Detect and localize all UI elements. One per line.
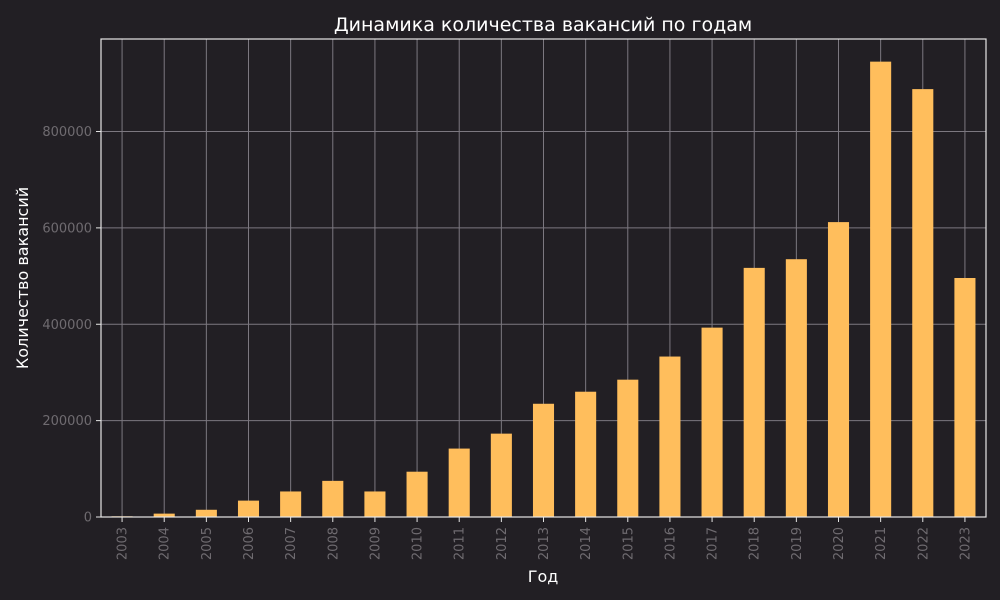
x-tick-label: 2018 — [748, 527, 763, 560]
bar-2019 — [785, 259, 807, 517]
x-tick-label: 2023 — [958, 527, 973, 560]
bars — [111, 61, 976, 517]
y-axis-ticks: 0 200000 400000 600000 800000 — [42, 125, 101, 526]
y-tick-label: 600000 — [42, 221, 92, 236]
bar-2015 — [617, 379, 639, 517]
bar-2011 — [448, 448, 470, 517]
x-tick-label: 2008 — [326, 527, 341, 560]
bar-2021 — [870, 61, 892, 517]
x-tick-label: 2007 — [284, 527, 299, 560]
bar-2016 — [659, 356, 681, 517]
bar-2004 — [153, 513, 175, 517]
bar-2005 — [195, 509, 217, 517]
x-tick-label: 2005 — [200, 527, 215, 560]
x-tick-label: 2011 — [453, 527, 468, 560]
x-tick-label: 2003 — [116, 527, 131, 560]
bar-2018 — [743, 267, 765, 517]
x-tick-label: 2013 — [537, 527, 552, 560]
x-tick-label: 2004 — [158, 527, 173, 560]
x-tick-label: 2022 — [916, 527, 931, 560]
y-tick-label: 0 — [84, 511, 92, 526]
x-axis-ticks: 2003 2004 2005 2006 2007 2008 2009 2010 2011 2012… — [116, 517, 973, 560]
x-tick-label: 2015 — [621, 527, 636, 560]
x-tick-label: 2020 — [832, 527, 847, 560]
x-axis-label: Год — [528, 567, 559, 586]
bar-2020 — [827, 222, 850, 517]
x-tick-label: 2021 — [874, 527, 889, 560]
y-tick-label: 200000 — [42, 414, 92, 429]
bar-2022 — [912, 89, 934, 517]
y-tick-label: 800000 — [42, 125, 92, 140]
bar-2008 — [322, 480, 344, 517]
x-tick-label: 2010 — [411, 527, 426, 560]
x-tick-label: 2014 — [579, 527, 594, 560]
y-axis-label: Количество вакансий — [13, 187, 32, 369]
y-tick-label: 400000 — [42, 318, 92, 333]
bar-2013 — [532, 403, 555, 517]
x-tick-label: 2016 — [663, 527, 678, 560]
bar-2009 — [364, 491, 386, 517]
bar-2014 — [575, 391, 597, 517]
bar-2023 — [954, 278, 976, 517]
x-tick-label: 2009 — [368, 527, 383, 560]
chart-title: Динамика количества вакансий по годам — [334, 14, 752, 36]
bar-2012 — [490, 433, 512, 517]
bar-2017 — [701, 327, 723, 517]
x-tick-label: 2017 — [706, 527, 721, 560]
x-tick-label: 2006 — [242, 527, 257, 560]
bar-2006 — [237, 500, 260, 517]
bar-2010 — [406, 471, 428, 517]
x-tick-label: 2012 — [495, 527, 510, 560]
x-tick-label: 2019 — [790, 527, 805, 560]
bar-2007 — [280, 491, 302, 517]
